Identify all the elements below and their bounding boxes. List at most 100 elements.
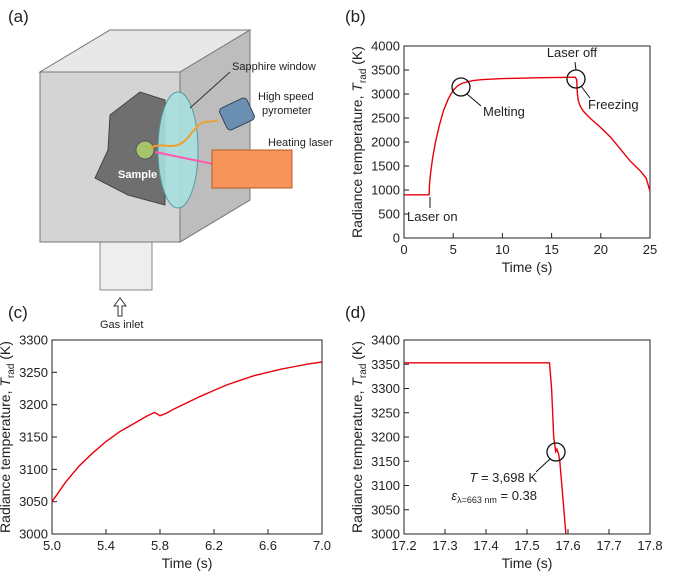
y-axis-label: Radiance temperature, Trad (K) — [0, 341, 17, 533]
y-tick-label: 3250 — [371, 405, 400, 420]
y-tick-label: 3400 — [371, 333, 400, 348]
x-tick-label: 6.2 — [205, 538, 223, 553]
x-axis-label: Time (s) — [502, 555, 553, 571]
x-tick-label: 17.5 — [514, 538, 539, 553]
y-tick-label: 3000 — [371, 527, 400, 542]
signal — [149, 119, 219, 149]
y-tick-label: 3200 — [19, 397, 48, 412]
line — [51, 361, 323, 503]
y-tick-label: 3000 — [371, 87, 400, 102]
y-tick-label: 1500 — [371, 159, 400, 174]
annotation-text: = 3,698 K — [477, 470, 537, 485]
y-axis-label: Radiance temperature, Trad (K) — [349, 341, 369, 533]
label: Heating laser — [268, 137, 333, 149]
y-label-sub: rad — [358, 69, 369, 83]
laser — [211, 149, 293, 189]
y-label-text: Radiance temperature, — [349, 92, 365, 238]
y-tick-label: 2000 — [371, 135, 400, 150]
highlight — [451, 77, 471, 97]
annotation-sym: ε — [451, 488, 457, 503]
y-tick-label: 3100 — [19, 462, 48, 477]
x-tick-label: 17.4 — [473, 538, 498, 553]
window — [157, 91, 199, 209]
y-tick-label: 3150 — [19, 430, 48, 445]
pointer — [466, 93, 482, 107]
y-tick-label: 3200 — [371, 430, 400, 445]
x-tick-label: 10 — [495, 242, 509, 257]
frame — [403, 339, 651, 535]
annotation: Melting — [483, 104, 525, 119]
pyrometer — [219, 97, 255, 131]
highlight — [546, 442, 566, 462]
panel-label: (a) — [8, 7, 29, 26]
y-tick-label: 0 — [393, 231, 400, 246]
annotation-var: T — [469, 470, 478, 485]
panel-label: (b) — [345, 7, 366, 26]
x-tick-label: 17.3 — [432, 538, 457, 553]
y-tick-label: 3000 — [19, 527, 48, 542]
label: pyrometer — [262, 105, 312, 117]
x-axis-label: Time (s) — [162, 555, 213, 571]
annotation: ελ=663 nm = 0.38 — [451, 488, 537, 505]
annotation-text: = 0.38 — [497, 488, 537, 503]
y-tick-label: 1000 — [371, 183, 400, 198]
y-tick-label: 3150 — [371, 454, 400, 469]
y-label-var: T — [0, 377, 13, 387]
x-tick-label: 15 — [544, 242, 558, 257]
pointer — [535, 458, 551, 473]
y-tick-label: 4000 — [371, 39, 400, 54]
y-tick-label: 3050 — [371, 502, 400, 517]
y-tick-label: 3250 — [19, 365, 48, 380]
y-tick-label: 3300 — [19, 333, 48, 348]
leader — [189, 71, 231, 109]
y-label-var: T — [349, 377, 365, 387]
x-tick-label: 25 — [643, 242, 657, 257]
pointer — [580, 85, 591, 99]
annotation: Freezing — [588, 97, 639, 112]
y-label-unit: (K) — [349, 46, 365, 69]
arrow — [113, 297, 127, 317]
cavity — [94, 91, 166, 206]
x-tick-label: 17.2 — [391, 538, 416, 553]
x-tick-label: 5.8 — [151, 538, 169, 553]
label: High speed — [258, 91, 314, 103]
line — [404, 76, 651, 196]
label: Sample — [118, 169, 157, 181]
y-label-text: Radiance temperature, — [349, 387, 365, 533]
y-tick-label: 500 — [378, 207, 400, 222]
sample — [135, 140, 155, 160]
annotation: Laser off — [547, 45, 598, 60]
panel-label: (d) — [345, 303, 366, 322]
annotation-sub: λ=663 nm — [457, 495, 497, 505]
pointer — [574, 61, 577, 71]
label: Gas inlet — [100, 319, 143, 331]
x-tick-label: 7.0 — [313, 538, 331, 553]
y-tick-label: 3050 — [19, 494, 48, 509]
x-tick-label: 0 — [400, 242, 407, 257]
y-tick-label: 3100 — [371, 478, 400, 493]
x-tick-label: 17.6 — [555, 538, 580, 553]
x-tick-label: 5.0 — [43, 538, 61, 553]
x-axis-label: Time (s) — [502, 259, 553, 275]
y-label-sub: rad — [6, 364, 17, 378]
y-label-unit: (K) — [349, 341, 365, 364]
x-tick-label: 20 — [594, 242, 608, 257]
x-tick-label: 17.7 — [596, 538, 621, 553]
panel-label: (c) — [8, 303, 28, 322]
y-tick-label: 2500 — [371, 111, 400, 126]
annotation: Laser on — [407, 209, 458, 224]
y-label-text: Radiance temperature, — [0, 387, 13, 533]
label: Sapphire window — [232, 61, 316, 73]
y-label-unit: (K) — [0, 341, 13, 364]
y-label-sub: rad — [358, 364, 369, 378]
y-tick-label: 3500 — [371, 63, 400, 78]
x-tick-label: 5 — [450, 242, 457, 257]
beam — [154, 151, 219, 166]
x-tick-label: 17.8 — [637, 538, 662, 553]
diagram: (a) Sapphire window High speed pyrometer… — [8, 7, 333, 331]
line — [404, 362, 567, 535]
x-tick-label: 5.4 — [97, 538, 115, 553]
y-tick-label: 3350 — [371, 357, 400, 372]
annotation: T = 3,698 K — [469, 470, 537, 485]
